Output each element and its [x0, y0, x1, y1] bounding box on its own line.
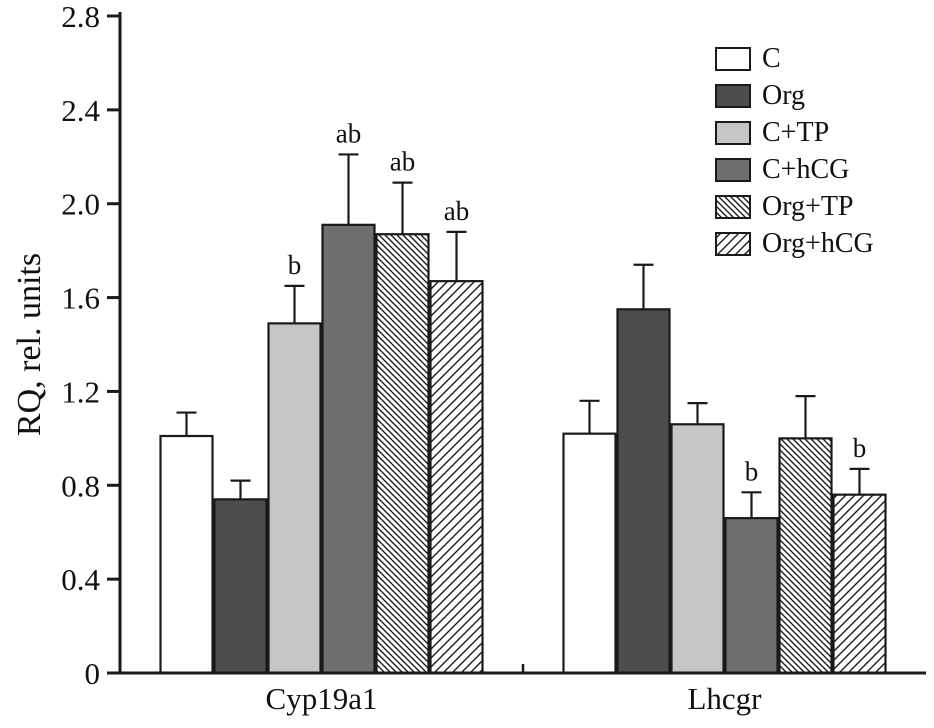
bar-Org-Cyp19a1	[213, 498, 268, 675]
y-tick-label-0.8: 0.8	[61, 468, 100, 503]
y-tick-label-2.8: 2.8	[61, 0, 100, 34]
legend-swatch-Org	[715, 84, 751, 108]
y-tick-label-2.0: 2.0	[61, 187, 100, 222]
significance-label-Org+TP-Cyp19a1: ab	[390, 147, 415, 177]
bar-C+TP-Lhcgr	[670, 423, 725, 675]
bar-Org+TP-Lhcgr	[778, 437, 833, 675]
legend-label-Org+TP: Org+TP	[762, 191, 854, 222]
significance-label-C+TP-Cyp19a1: b	[288, 250, 302, 280]
legend-swatch-Org+hCG	[715, 232, 751, 256]
legend-label-Org+hCG: Org+hCG	[762, 228, 874, 259]
legend-label-Org: Org	[762, 80, 805, 111]
bar-C+hCG-Lhcgr	[724, 517, 779, 675]
y-tick-label-2.4: 2.4	[61, 93, 100, 128]
bar-C-Lhcgr	[562, 432, 617, 675]
y-tick-label-1.6: 1.6	[61, 281, 100, 316]
bar-C+TP-Cyp19a1	[267, 322, 322, 675]
legend-swatch-C	[715, 47, 751, 71]
bar-C-Cyp19a1	[159, 434, 214, 675]
significance-label-C+hCG-Lhcgr: b	[745, 456, 759, 486]
x-category-label-Cyp19a1: Cyp19a1	[266, 681, 378, 716]
y-axis-title: RQ, rel. units	[11, 253, 48, 436]
significance-label-Org+hCG-Cyp19a1: ab	[444, 196, 469, 226]
y-tick-label-0.4: 0.4	[61, 562, 100, 597]
legend-label-C+TP: C+TP	[762, 117, 829, 148]
bar-Org-Lhcgr	[616, 308, 671, 675]
legend-swatch-C+TP	[715, 121, 751, 145]
significance-label-C+hCG-Cyp19a1: ab	[336, 118, 361, 148]
y-tick-label-1.2: 1.2	[61, 374, 100, 409]
bar-Org+hCG-Cyp19a1	[429, 280, 484, 675]
bar-Org+hCG-Lhcgr	[832, 493, 887, 675]
x-category-label-Lhcgr: Lhcgr	[687, 681, 762, 716]
legend-label-C+hCG: C+hCG	[762, 154, 849, 185]
legend-swatch-Org+TP	[715, 195, 751, 219]
significance-label-Org+hCG-Lhcgr: b	[853, 433, 867, 463]
legend-label-C: C	[762, 43, 781, 74]
bar-Org+TP-Cyp19a1	[375, 233, 430, 675]
legend-swatch-C+hCG	[715, 158, 751, 182]
y-tick-label-0: 0	[85, 656, 101, 691]
bar-C+hCG-Cyp19a1	[321, 223, 376, 675]
